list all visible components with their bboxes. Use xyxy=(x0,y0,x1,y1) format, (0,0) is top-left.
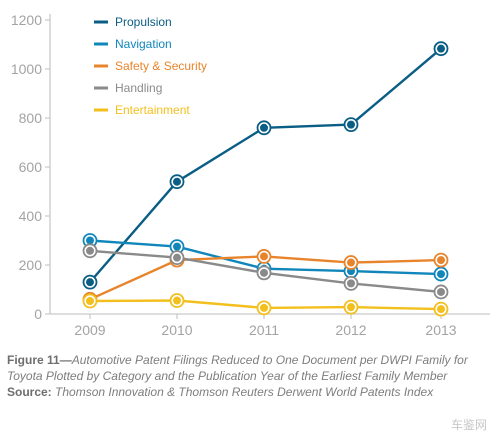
data-point-handling xyxy=(343,275,359,291)
data-point-entertainment xyxy=(82,293,98,309)
chart-axes xyxy=(49,14,490,315)
legend-label: Propulsion xyxy=(115,15,172,29)
data-point-handling xyxy=(169,250,185,266)
data-point-safety-security xyxy=(433,252,449,268)
legend-label: Handling xyxy=(115,81,162,95)
data-point-safety-security xyxy=(343,255,359,270)
figure-title: Automotive Patent Filings Reduced to One… xyxy=(7,353,468,383)
legend-item-navigation: Navigation xyxy=(94,37,172,51)
data-point-propulsion xyxy=(433,41,449,57)
legend-item-entertainment: Entertainment xyxy=(94,103,190,117)
data-point-safety-security xyxy=(256,249,272,264)
data-point-handling xyxy=(256,265,272,281)
legend-label: Navigation xyxy=(115,37,172,51)
figure-label: Figure 11— xyxy=(7,353,72,367)
data-point-propulsion xyxy=(169,174,185,190)
data-point-entertainment xyxy=(343,299,359,315)
series-layer xyxy=(82,41,449,317)
data-point-entertainment xyxy=(256,300,272,316)
y-tick-label: 1000 xyxy=(11,61,42,77)
y-tick-label: 400 xyxy=(19,208,43,224)
series-propulsion xyxy=(82,41,449,290)
x-tick-label: 2011 xyxy=(249,322,279,338)
data-point-entertainment xyxy=(169,293,185,308)
y-tick-label: 0 xyxy=(34,306,42,322)
legend-label: Safety & Security xyxy=(115,59,207,73)
figure-caption: Figure 11—Automotive Patent Filings Redu… xyxy=(7,352,497,400)
data-point-handling xyxy=(433,284,449,300)
data-point-propulsion xyxy=(256,120,272,136)
y-axis-ticks: 0 200 400 600 800 1000 1200 xyxy=(11,12,50,322)
x-tick-label: 2012 xyxy=(335,322,366,338)
data-point-propulsion xyxy=(82,274,98,290)
source-label: Source: xyxy=(7,385,52,399)
data-point-handling xyxy=(82,243,98,259)
x-tick-label: 2010 xyxy=(161,322,192,338)
legend-label: Entertainment xyxy=(115,103,190,117)
y-tick-label: 1200 xyxy=(11,12,42,28)
series-entertainment xyxy=(82,293,449,317)
legend-item-handling: Handling xyxy=(94,81,162,95)
watermark-logo: 车鉴网 xyxy=(450,418,487,432)
data-point-entertainment xyxy=(433,301,449,317)
legend-item-safety-security: Safety & Security xyxy=(94,59,207,73)
legend: Propulsion Navigation Safety & Security Han… xyxy=(94,15,207,117)
data-point-navigation xyxy=(433,266,449,282)
data-point-propulsion xyxy=(343,117,359,133)
y-tick-label: 600 xyxy=(19,159,43,175)
series-handling xyxy=(82,243,449,300)
legend-item-propulsion: Propulsion xyxy=(94,15,172,29)
y-tick-label: 800 xyxy=(19,110,43,126)
x-axis-ticks: 2009 2010 2011 2012 2013 xyxy=(74,314,457,338)
source-text: Thomson Innovation & Thomson Reuters Der… xyxy=(51,385,434,399)
x-tick-label: 2009 xyxy=(74,322,105,338)
x-tick-label: 2013 xyxy=(425,322,456,338)
y-tick-label: 200 xyxy=(19,257,43,273)
